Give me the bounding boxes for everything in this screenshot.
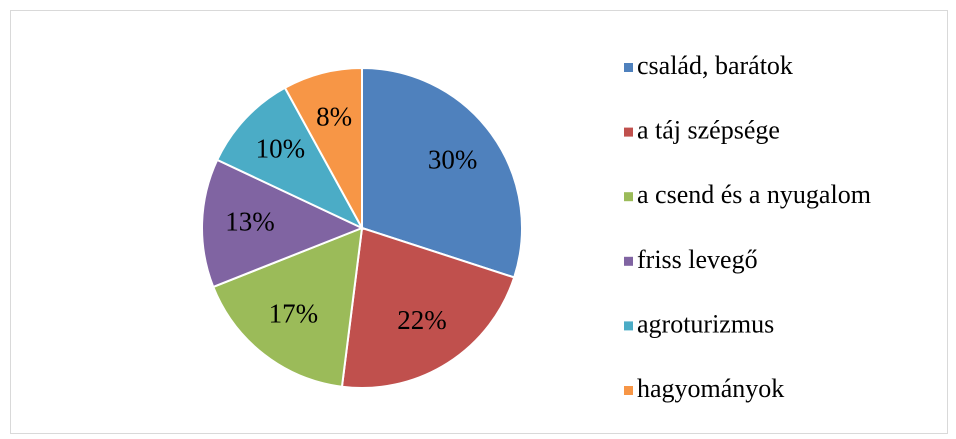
legend-label: a táj szépsége <box>637 116 780 145</box>
legend-swatch <box>624 256 633 266</box>
pie-slice <box>215 86 365 231</box>
pie-slice <box>201 158 365 289</box>
pie-slice <box>361 66 523 279</box>
pie-slice <box>283 66 363 229</box>
legend-label: család, barátok <box>637 51 793 80</box>
data-label: 30% <box>428 144 478 174</box>
legend-swatch <box>624 321 633 331</box>
data-label: 8% <box>316 102 352 132</box>
legend-swatch <box>624 63 633 72</box>
data-label: 22% <box>397 305 447 335</box>
data-label: 10% <box>256 134 306 164</box>
pie-slice <box>340 226 516 389</box>
legend-swatch <box>624 127 633 137</box>
legend-swatch <box>624 192 633 202</box>
data-label: 13% <box>225 207 275 237</box>
legend-label: hagyományok <box>637 374 784 403</box>
legend-label: friss levegő <box>637 245 758 274</box>
legend-label: agroturizmus <box>637 309 774 338</box>
legend-swatch <box>624 386 633 395</box>
data-label: 17% <box>269 299 319 329</box>
legend-label: a csend és a nyugalom <box>637 180 871 209</box>
pie-slice <box>211 226 364 388</box>
